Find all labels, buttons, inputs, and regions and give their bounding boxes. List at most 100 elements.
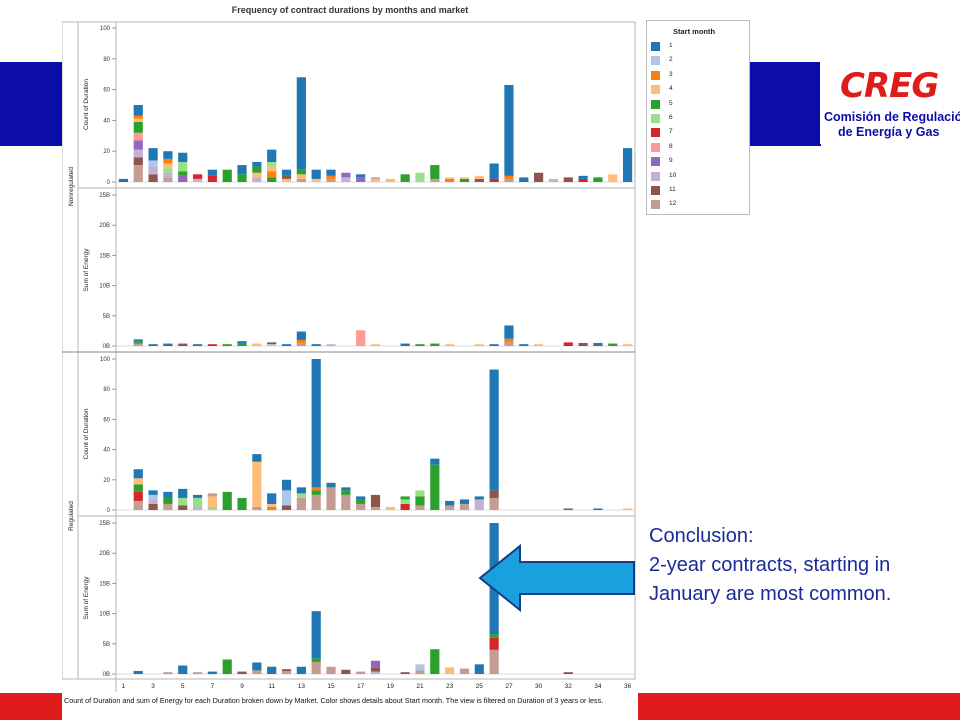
legend-title: Start month [673, 27, 716, 36]
bar-segment-regulated-33-month-1 [593, 508, 603, 510]
bar-segment-nonregulated-22-month-5 [430, 165, 440, 179]
bar-segment-nonregulated-27-month-3 [504, 175, 514, 179]
legend-swatch [651, 56, 660, 66]
bar-segment-regulated-14-month-3 [311, 487, 321, 491]
bar-segment-nonregulated-15-month-12 [326, 178, 336, 182]
x-tick-label: 3 [151, 683, 155, 690]
y-tick-label: 100 [100, 26, 111, 32]
bar-segment-nonregulated-20-month-1 [400, 343, 410, 346]
bar-segment-nonregulated-4-month-6 [163, 168, 173, 173]
bar-segment-regulated-16-month-12 [341, 494, 351, 510]
y-tick-label: 20 [103, 478, 110, 484]
bar-segment-nonregulated-12-month-1 [281, 344, 292, 346]
bar-segment-nonregulated-31-month-11 [563, 177, 573, 182]
bar-segment-regulated-20-month-11 [400, 672, 410, 674]
y-tick-label: 60 [103, 88, 110, 94]
x-tick-label: 5 [181, 683, 185, 690]
bar-segment-regulated-10-month-12 [252, 670, 262, 674]
bar-segment-nonregulated-18-month-4 [370, 178, 381, 182]
y-tick-label: 60 [103, 417, 110, 423]
bar-segment-nonregulated-35-month-1 [622, 148, 633, 182]
bar-segment-nonregulated-23-month-3 [445, 178, 455, 182]
bar-segment-regulated-19-month-4 [385, 506, 395, 510]
bar-segment-nonregulated-22-month-5 [430, 343, 440, 346]
bar-segment-nonregulated-9-month-5 [237, 174, 247, 182]
market-label-regulated: Regulated [68, 501, 75, 531]
bar-segment-regulated-17-month-5 [356, 499, 366, 504]
bar-segment-nonregulated-8-month-5 [222, 169, 232, 182]
bar-segment-nonregulated-2-month-9 [133, 140, 143, 150]
bar-segment-regulated-11-month-1 [267, 493, 277, 504]
bar-segment-regulated-6-month-1 [192, 494, 203, 498]
bar-segment-nonregulated-27-month-1 [504, 84, 514, 176]
bar-segment-regulated-3-month-10 [148, 499, 158, 504]
x-tick-label: 25 [476, 683, 484, 690]
bar-segment-regulated-12-month-12 [281, 670, 292, 674]
bar-segment-regulated-2-month-5 [133, 484, 143, 492]
bar-segment-nonregulated-13-month-1 [296, 77, 306, 170]
bar-segment-nonregulated-35-month-4 [622, 344, 633, 346]
bar-segment-nonregulated-21-month-6 [415, 172, 425, 182]
bar-segment-nonregulated-9-month-1 [237, 341, 247, 344]
bar-segment-nonregulated-14-month-4 [311, 178, 321, 182]
bar-segment-nonregulated-33-month-1 [593, 342, 603, 346]
bar-segment-regulated-23-month-12 [445, 505, 455, 510]
legend-item-7: 7 [651, 127, 741, 140]
legend-label: 3 [669, 70, 673, 78]
bar-segment-regulated-6-month-6 [192, 497, 203, 507]
bar-segment-regulated-12-month-11 [281, 505, 292, 510]
legend-label: 5 [669, 99, 673, 107]
bar-segment-regulated-26-month-12 [489, 497, 499, 510]
logo-wordmark: CREG [840, 66, 939, 106]
bar-segment-regulated-7-month-12 [207, 493, 217, 497]
bar-segment-regulated-13-month-12 [296, 497, 306, 510]
bar-segment-regulated-21-month-12 [415, 505, 425, 510]
bar-segment-regulated-10-month-1 [252, 454, 262, 462]
bar-segment-regulated-6-month-10 [192, 506, 203, 510]
bar-segment-nonregulated-27-month-12 [504, 342, 514, 346]
bar-segment-regulated-5-month-1 [178, 665, 188, 674]
bar-segment-regulated-10-month-12 [252, 506, 262, 510]
x-tick-label: 9 [240, 683, 244, 690]
bar-segment-regulated-17-month-1 [356, 496, 366, 500]
bar-segment-regulated-11-month-4 [267, 503, 277, 507]
bar-segment-nonregulated-32-month-11 [578, 342, 588, 346]
legend-label: 1 [669, 42, 673, 49]
creg-logo: CREG Comisión de Regulación de Energía y… [820, 62, 960, 144]
bar-segment-regulated-21-month-6 [415, 490, 425, 497]
bar-segment-nonregulated-13-month-12 [296, 342, 306, 346]
bar-segment-regulated-4-month-12 [163, 503, 173, 510]
bar-segment-regulated-10-month-4 [252, 461, 262, 507]
bar-segment-regulated-13-month-6 [296, 493, 306, 498]
legend-label: 8 [669, 142, 673, 150]
bar-segment-nonregulated-12-month-11 [281, 175, 292, 179]
bar-segment-regulated-10-month-1 [252, 662, 262, 671]
bar-segment-regulated-17-month-12 [356, 671, 366, 674]
legend-swatch [651, 42, 660, 51]
left-blue-band [0, 62, 64, 146]
legend-item-3: 3 [651, 70, 741, 83]
y-tick-label: 20B [99, 223, 110, 229]
bar-segment-nonregulated-23-month-4 [445, 177, 455, 179]
legend-swatch [651, 99, 660, 109]
bar-segment-nonregulated-3-month-10 [148, 166, 158, 175]
bar-segment-nonregulated-17-month-8 [356, 330, 366, 346]
bar-segment-regulated-25-month-1 [474, 664, 484, 674]
bar-segment-nonregulated-22-month-12 [430, 178, 440, 182]
bar-segment-nonregulated-27-month-3 [504, 338, 514, 343]
bar-segment-nonregulated-14-month-1 [311, 344, 321, 346]
bar-segment-nonregulated-5-month-11 [178, 343, 188, 346]
bar-segment-nonregulated-10-month-1 [252, 161, 262, 167]
bar-segment-regulated-14-month-1 [311, 611, 321, 659]
x-tick-label: 36 [624, 683, 632, 690]
bar-segment-regulated-7-month-6 [207, 506, 217, 510]
bar-segment-regulated-3-month-11 [148, 503, 158, 510]
bar-segment-nonregulated-2-month-1 [133, 105, 143, 116]
legend-item-9: 9 [651, 156, 741, 169]
bar-segment-nonregulated-2-month-10 [133, 149, 143, 158]
y-tick-label: 40 [103, 118, 110, 124]
right-blue-band [749, 62, 821, 146]
bar-segment-nonregulated-10-month-4 [252, 172, 262, 178]
bar-segment-regulated-2-month-4 [133, 478, 143, 485]
y-axis-label: Count of Duration [83, 408, 90, 459]
